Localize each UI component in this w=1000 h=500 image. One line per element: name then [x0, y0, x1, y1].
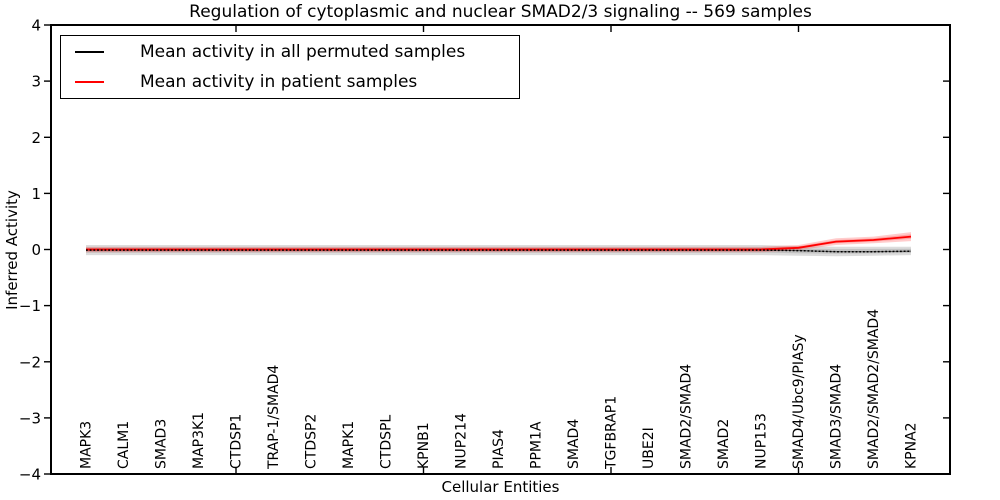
- permuted-line-swatch: [75, 51, 104, 53]
- legend-label-patient: Mean activity in patient samples: [140, 72, 418, 92]
- x-category-label: MAP3K1: [191, 412, 207, 469]
- x-category-label: MAPK3: [79, 421, 95, 469]
- x-category-label: SMAD2: [716, 419, 732, 469]
- x-category-label: NUP214: [454, 413, 470, 469]
- x-axis-label: Cellular Entities: [441, 478, 560, 496]
- y-tick-label: 3: [31, 73, 41, 91]
- x-category-label: PPM1A: [529, 421, 545, 469]
- x-category-label: CTDSP2: [304, 414, 320, 469]
- x-category-label: NUP153: [754, 413, 770, 469]
- x-category-label: KPNA2: [904, 422, 920, 469]
- y-tick-label: 0: [31, 241, 41, 259]
- legend-item-patient: Mean activity in patient samples: [61, 67, 519, 97]
- x-category-label: UBE2I: [641, 427, 657, 469]
- x-category-label: CALM1: [116, 421, 132, 469]
- y-tick-label: −4: [19, 466, 41, 484]
- x-category-label: SMAD4/Ubc9/PIASy: [791, 334, 807, 469]
- y-tick-label: 1: [31, 185, 41, 203]
- y-tick-label: −2: [19, 353, 41, 371]
- x-category-label: SMAD4: [566, 419, 582, 469]
- legend-label-permuted: Mean activity in all permuted samples: [140, 42, 466, 62]
- x-category-label: SMAD3/SMAD4: [829, 364, 845, 469]
- y-tick-label: 4: [31, 17, 41, 35]
- y-tick-label: −3: [19, 409, 41, 427]
- patient-band: [86, 232, 911, 253]
- x-category-label: CTDSP1: [229, 414, 245, 469]
- permuted-mean-line: [86, 249, 912, 253]
- x-category-label: PIAS4: [491, 429, 507, 469]
- x-category-label: KPNB1: [416, 422, 432, 469]
- x-category-label: CTDSPL: [379, 415, 395, 469]
- chart-title: Regulation of cytoplasmic and nuclear SM…: [189, 2, 812, 22]
- x-category-label: TRAP-1/SMAD4: [266, 365, 282, 470]
- y-tick-label: −1: [19, 297, 41, 315]
- x-category-label: SMAD3: [154, 419, 170, 469]
- x-category-label: TGFBRAP1: [604, 396, 620, 470]
- legend: Mean activity in all permuted samples Me…: [60, 35, 520, 99]
- x-category-label: SMAD2/SMAD2/SMAD4: [866, 309, 882, 469]
- x-category-label: MAPK1: [341, 421, 357, 469]
- legend-item-permuted: Mean activity in all permuted samples: [61, 37, 519, 67]
- y-axis-label: Inferred Activity: [3, 190, 21, 310]
- x-category-label: SMAD2/SMAD4: [679, 364, 695, 469]
- patient-line-swatch: [75, 81, 104, 83]
- y-tick-label: 2: [31, 129, 41, 147]
